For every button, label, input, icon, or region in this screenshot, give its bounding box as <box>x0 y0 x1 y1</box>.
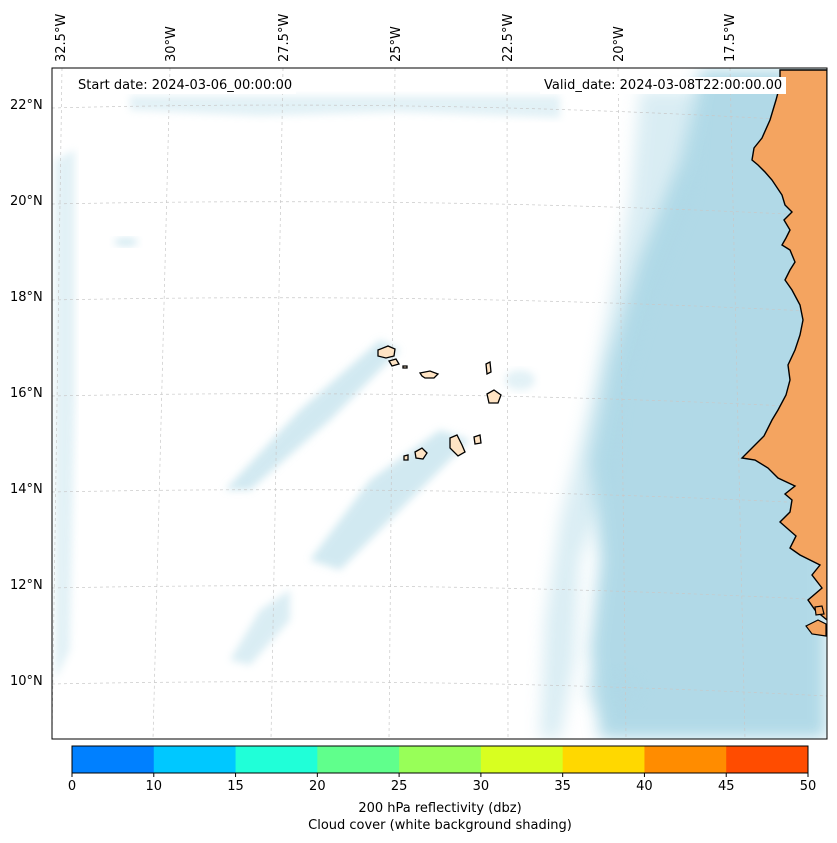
island-boa-vista <box>486 389 502 404</box>
colorbar-segment-3 <box>317 746 400 773</box>
colorbar-sublabel: Cloud cover (white background shading) <box>308 818 572 833</box>
colorbar-segment-8 <box>726 746 809 773</box>
cloud-streak-1 <box>225 340 400 490</box>
colorbar-segment-7 <box>644 746 727 773</box>
lat-label-16n: 16°N <box>10 386 43 401</box>
colorbar-tick-label: 30 <box>472 779 490 794</box>
colorbar-border <box>71 745 809 774</box>
cloud-west-strip <box>55 150 75 680</box>
colorbar-segment-1 <box>153 746 237 773</box>
cloud-patch-2 <box>585 670 645 710</box>
colorbar-tick-label: 15 <box>227 779 244 794</box>
lon-label-17-5w: 17.5°W <box>723 13 738 62</box>
lat-label-14n: 14°N <box>10 482 43 497</box>
island-sao-nicolau <box>418 370 440 379</box>
africa-land <box>740 69 827 621</box>
cloud-streak-3 <box>230 590 290 665</box>
cloud-top-strip <box>130 96 560 118</box>
colorbar-segment-4 <box>399 746 482 773</box>
valid-date-label: Valid_date: 2024-03-08T22:00:00.00 <box>540 77 787 94</box>
cloud-streak-2 <box>310 430 470 570</box>
colorbar-segment-5 <box>480 746 564 773</box>
colorbar-tick-label: 35 <box>554 779 571 794</box>
colorbar-tick-label: 20 <box>309 779 326 794</box>
map-frame <box>51 67 828 740</box>
island-brava <box>403 454 409 461</box>
lon-label-20w: 20°W <box>612 26 627 62</box>
lon-label-32-5w: 32.5°W <box>54 13 69 62</box>
lon-label-27-5w: 27.5°W <box>277 13 292 62</box>
island-santo-antao <box>377 345 396 359</box>
africa-land-south-islands <box>805 605 827 637</box>
cloud-band-east-fringe <box>540 90 700 739</box>
lon-label-25w: 25°W <box>389 26 404 62</box>
lon-label-30w: 30°W <box>164 26 179 62</box>
lat-label-18n: 18°N <box>10 290 43 305</box>
colorbar-tick-label: 45 <box>717 779 735 794</box>
island-sal <box>485 360 492 376</box>
lat-label-20n: 20°N <box>10 194 43 209</box>
colorbar-segment-6 <box>562 746 645 773</box>
island-santa-luzia <box>402 365 408 369</box>
island-sao-vicente <box>388 358 400 367</box>
colorbar-tick-label: 40 <box>636 779 653 794</box>
map-content <box>52 68 827 739</box>
lon-label-22-5w: 22.5°W <box>501 13 516 62</box>
cloud-patch-1 <box>114 238 138 246</box>
colorbar-tick-label: 10 <box>145 779 163 794</box>
island-fogo <box>414 447 428 460</box>
lat-label-10n: 10°N <box>10 674 43 689</box>
cloud-cover-layer <box>55 70 827 739</box>
colorbar-label: 200 hPa reflectivity (dbz) <box>358 801 522 816</box>
graticule <box>52 68 827 739</box>
lat-label-22n: 22°N <box>10 98 43 113</box>
colorbar-tick-label: 25 <box>390 779 408 794</box>
island-santiago <box>449 434 466 457</box>
cape-verde-islands <box>377 345 502 461</box>
colorbar-tick-label: 50 <box>799 779 817 794</box>
lat-label-12n: 12°N <box>10 578 43 593</box>
colorbar-segment-2 <box>235 746 318 773</box>
cloud-patch-3 <box>505 370 535 390</box>
island-maio <box>473 434 482 445</box>
colorbar-tick-label: 0 <box>67 779 77 794</box>
start-date-label: Start date: 2024-03-06_00:00:00 <box>74 77 297 94</box>
colorbar <box>71 745 809 777</box>
colorbar-segment-0 <box>72 746 155 773</box>
